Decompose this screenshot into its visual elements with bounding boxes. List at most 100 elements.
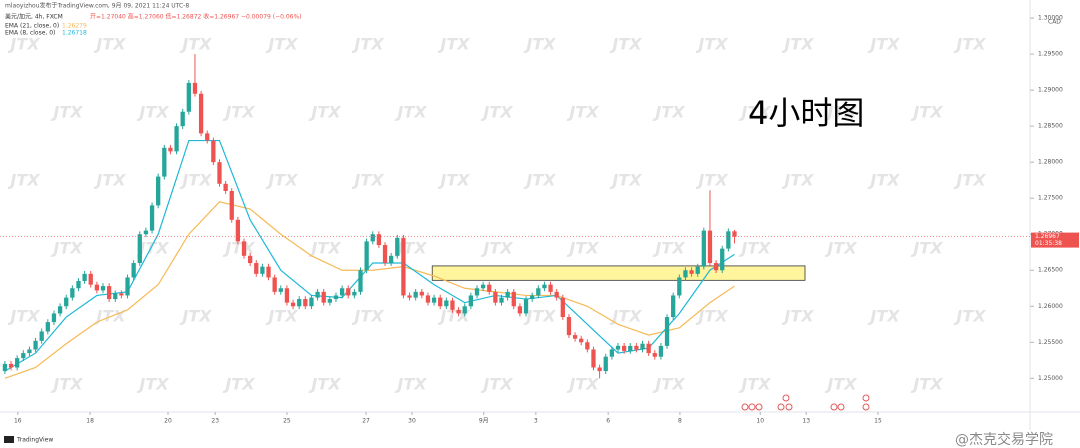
candle-body	[683, 270, 688, 278]
watermark: JTX	[824, 375, 857, 394]
candle-body	[333, 295, 339, 300]
candle-body	[370, 234, 375, 242]
candle-body	[364, 241, 369, 271]
candle-body	[205, 133, 210, 141]
watermark: JTX	[136, 103, 169, 122]
watermark: JTX	[222, 375, 255, 394]
brand: TradingView	[16, 437, 53, 444]
watermark: JTX	[910, 375, 943, 394]
candle-body	[425, 295, 431, 303]
author-line: mlaoyizhou发布于TradingView.com, 9月 09, 202…	[5, 2, 189, 10]
legend-name: EMA (21, close, 0)	[5, 23, 59, 30]
x-tick-label: 6	[606, 418, 610, 425]
candle-body	[382, 245, 388, 264]
candle-body	[487, 284, 492, 292]
candle-body	[241, 241, 247, 256]
candle-body	[646, 343, 651, 354]
watermark: JTX	[910, 239, 943, 258]
watermark: JTX	[93, 171, 126, 190]
watermark: JTX	[265, 307, 298, 326]
candle-body	[57, 306, 63, 314]
candle-body	[542, 284, 547, 289]
candle-body	[419, 291, 424, 296]
watermark: JTX	[867, 307, 900, 326]
candle-body	[591, 349, 596, 368]
candle-body	[530, 295, 535, 300]
candle-body	[21, 353, 26, 359]
candle-body	[536, 288, 541, 296]
y-tick-label: 1.25000	[1038, 375, 1063, 382]
candle-body	[395, 237, 400, 256]
candle-body	[689, 270, 694, 274]
candle-body	[247, 255, 253, 264]
candle-body	[634, 345, 639, 350]
watermark: JTX	[222, 103, 255, 122]
candle-body	[235, 219, 241, 242]
candle-body	[713, 263, 719, 271]
candle-body	[658, 345, 664, 357]
symbol: 美元/加元, 4h, FXCM	[5, 13, 63, 21]
candle-body	[70, 288, 75, 298]
watermark: JTX	[50, 375, 83, 394]
candle-body	[309, 297, 314, 307]
candle-body	[548, 284, 553, 292]
candle-body	[462, 306, 467, 314]
plot: 1.250001.255001.260001.265001.270001.275…	[0, 15, 1079, 425]
candle-body	[76, 281, 81, 289]
candle-body	[640, 343, 645, 350]
candle-body	[64, 297, 69, 307]
watermark: JTX	[824, 103, 857, 122]
zone	[431, 265, 806, 281]
watermark: JTX	[867, 35, 900, 54]
watermark: JTX	[523, 171, 556, 190]
candle-body	[143, 230, 149, 235]
candle-body	[628, 345, 633, 351]
watermark: JTX	[136, 375, 169, 394]
candle-body	[254, 263, 259, 274]
watermark: JTX	[50, 103, 83, 122]
candle-body	[597, 367, 602, 372]
watermark: JTX	[50, 239, 83, 258]
event-icon	[755, 403, 763, 411]
watermark: JTX	[738, 103, 771, 122]
candle-body	[456, 309, 461, 314]
candle-body	[260, 266, 265, 274]
candle-body	[695, 266, 700, 274]
price-tag-label: 1.26967	[1035, 233, 1060, 240]
x-tick-label: 16	[14, 418, 22, 425]
candle-body	[566, 317, 572, 336]
candle-body	[156, 176, 161, 206]
watermark: JTX	[566, 375, 599, 394]
candle-body	[284, 288, 290, 303]
candle-body	[272, 277, 277, 292]
candle-body	[33, 340, 38, 350]
x-tick-label: 30	[408, 418, 416, 425]
watermark: JTX	[480, 375, 513, 394]
x-tick-label: 27	[362, 418, 370, 425]
candle-body	[39, 331, 44, 341]
candle-body	[493, 291, 498, 303]
candle-body	[106, 286, 112, 300]
watermark: JTX	[523, 307, 556, 326]
candle-body	[431, 297, 437, 303]
watermark: JTX	[824, 239, 857, 258]
candle-body	[27, 349, 32, 354]
candle-body	[609, 349, 615, 357]
candle-body	[51, 313, 57, 323]
watermark: JTX	[695, 171, 728, 190]
x-tick-label: 8	[678, 418, 682, 425]
candle-body	[523, 299, 529, 314]
x-tick-label: 20	[164, 418, 172, 425]
x-tick-label: 10	[756, 418, 764, 425]
watermark: JTX	[308, 103, 341, 122]
candle-body	[413, 291, 418, 298]
y-tick-label: 1.25500	[1038, 339, 1063, 346]
x-tick-label: 9月	[479, 418, 489, 425]
candle-body	[198, 93, 204, 134]
event-icon	[862, 403, 870, 411]
candle-body	[438, 297, 443, 307]
watermark: JTX	[179, 171, 212, 190]
candle-body	[290, 302, 296, 307]
watermark: JTX	[609, 307, 642, 326]
